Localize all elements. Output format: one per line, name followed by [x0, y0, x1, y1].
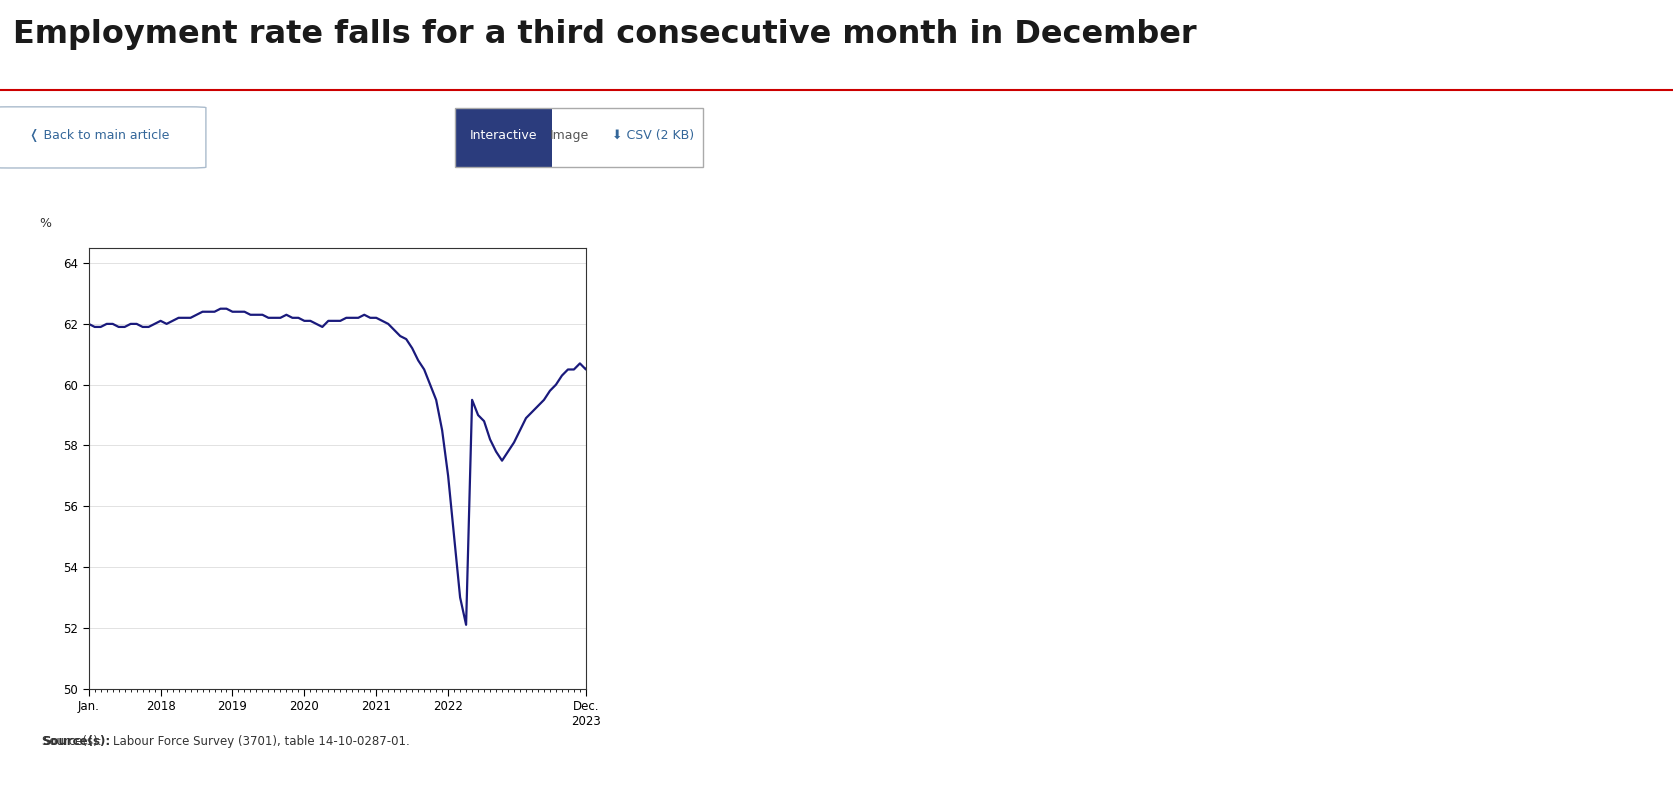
FancyBboxPatch shape: [455, 108, 552, 167]
Text: %: %: [38, 217, 50, 231]
Text: Source(s):: Source(s):: [42, 735, 110, 748]
Text: Image: Image: [549, 129, 589, 142]
Text: Source(s):   Labour Force Survey (3701), table 14-10-0287-01.: Source(s): Labour Force Survey (3701), t…: [42, 735, 410, 748]
Text: Employment rate falls for a third consecutive month in December: Employment rate falls for a third consec…: [13, 19, 1196, 50]
Text: Interactive: Interactive: [470, 129, 537, 142]
Text: ⬇ CSV (2 KB): ⬇ CSV (2 KB): [611, 129, 694, 142]
Text: ❬ Back to main article: ❬ Back to main article: [28, 129, 169, 142]
FancyBboxPatch shape: [0, 107, 206, 168]
